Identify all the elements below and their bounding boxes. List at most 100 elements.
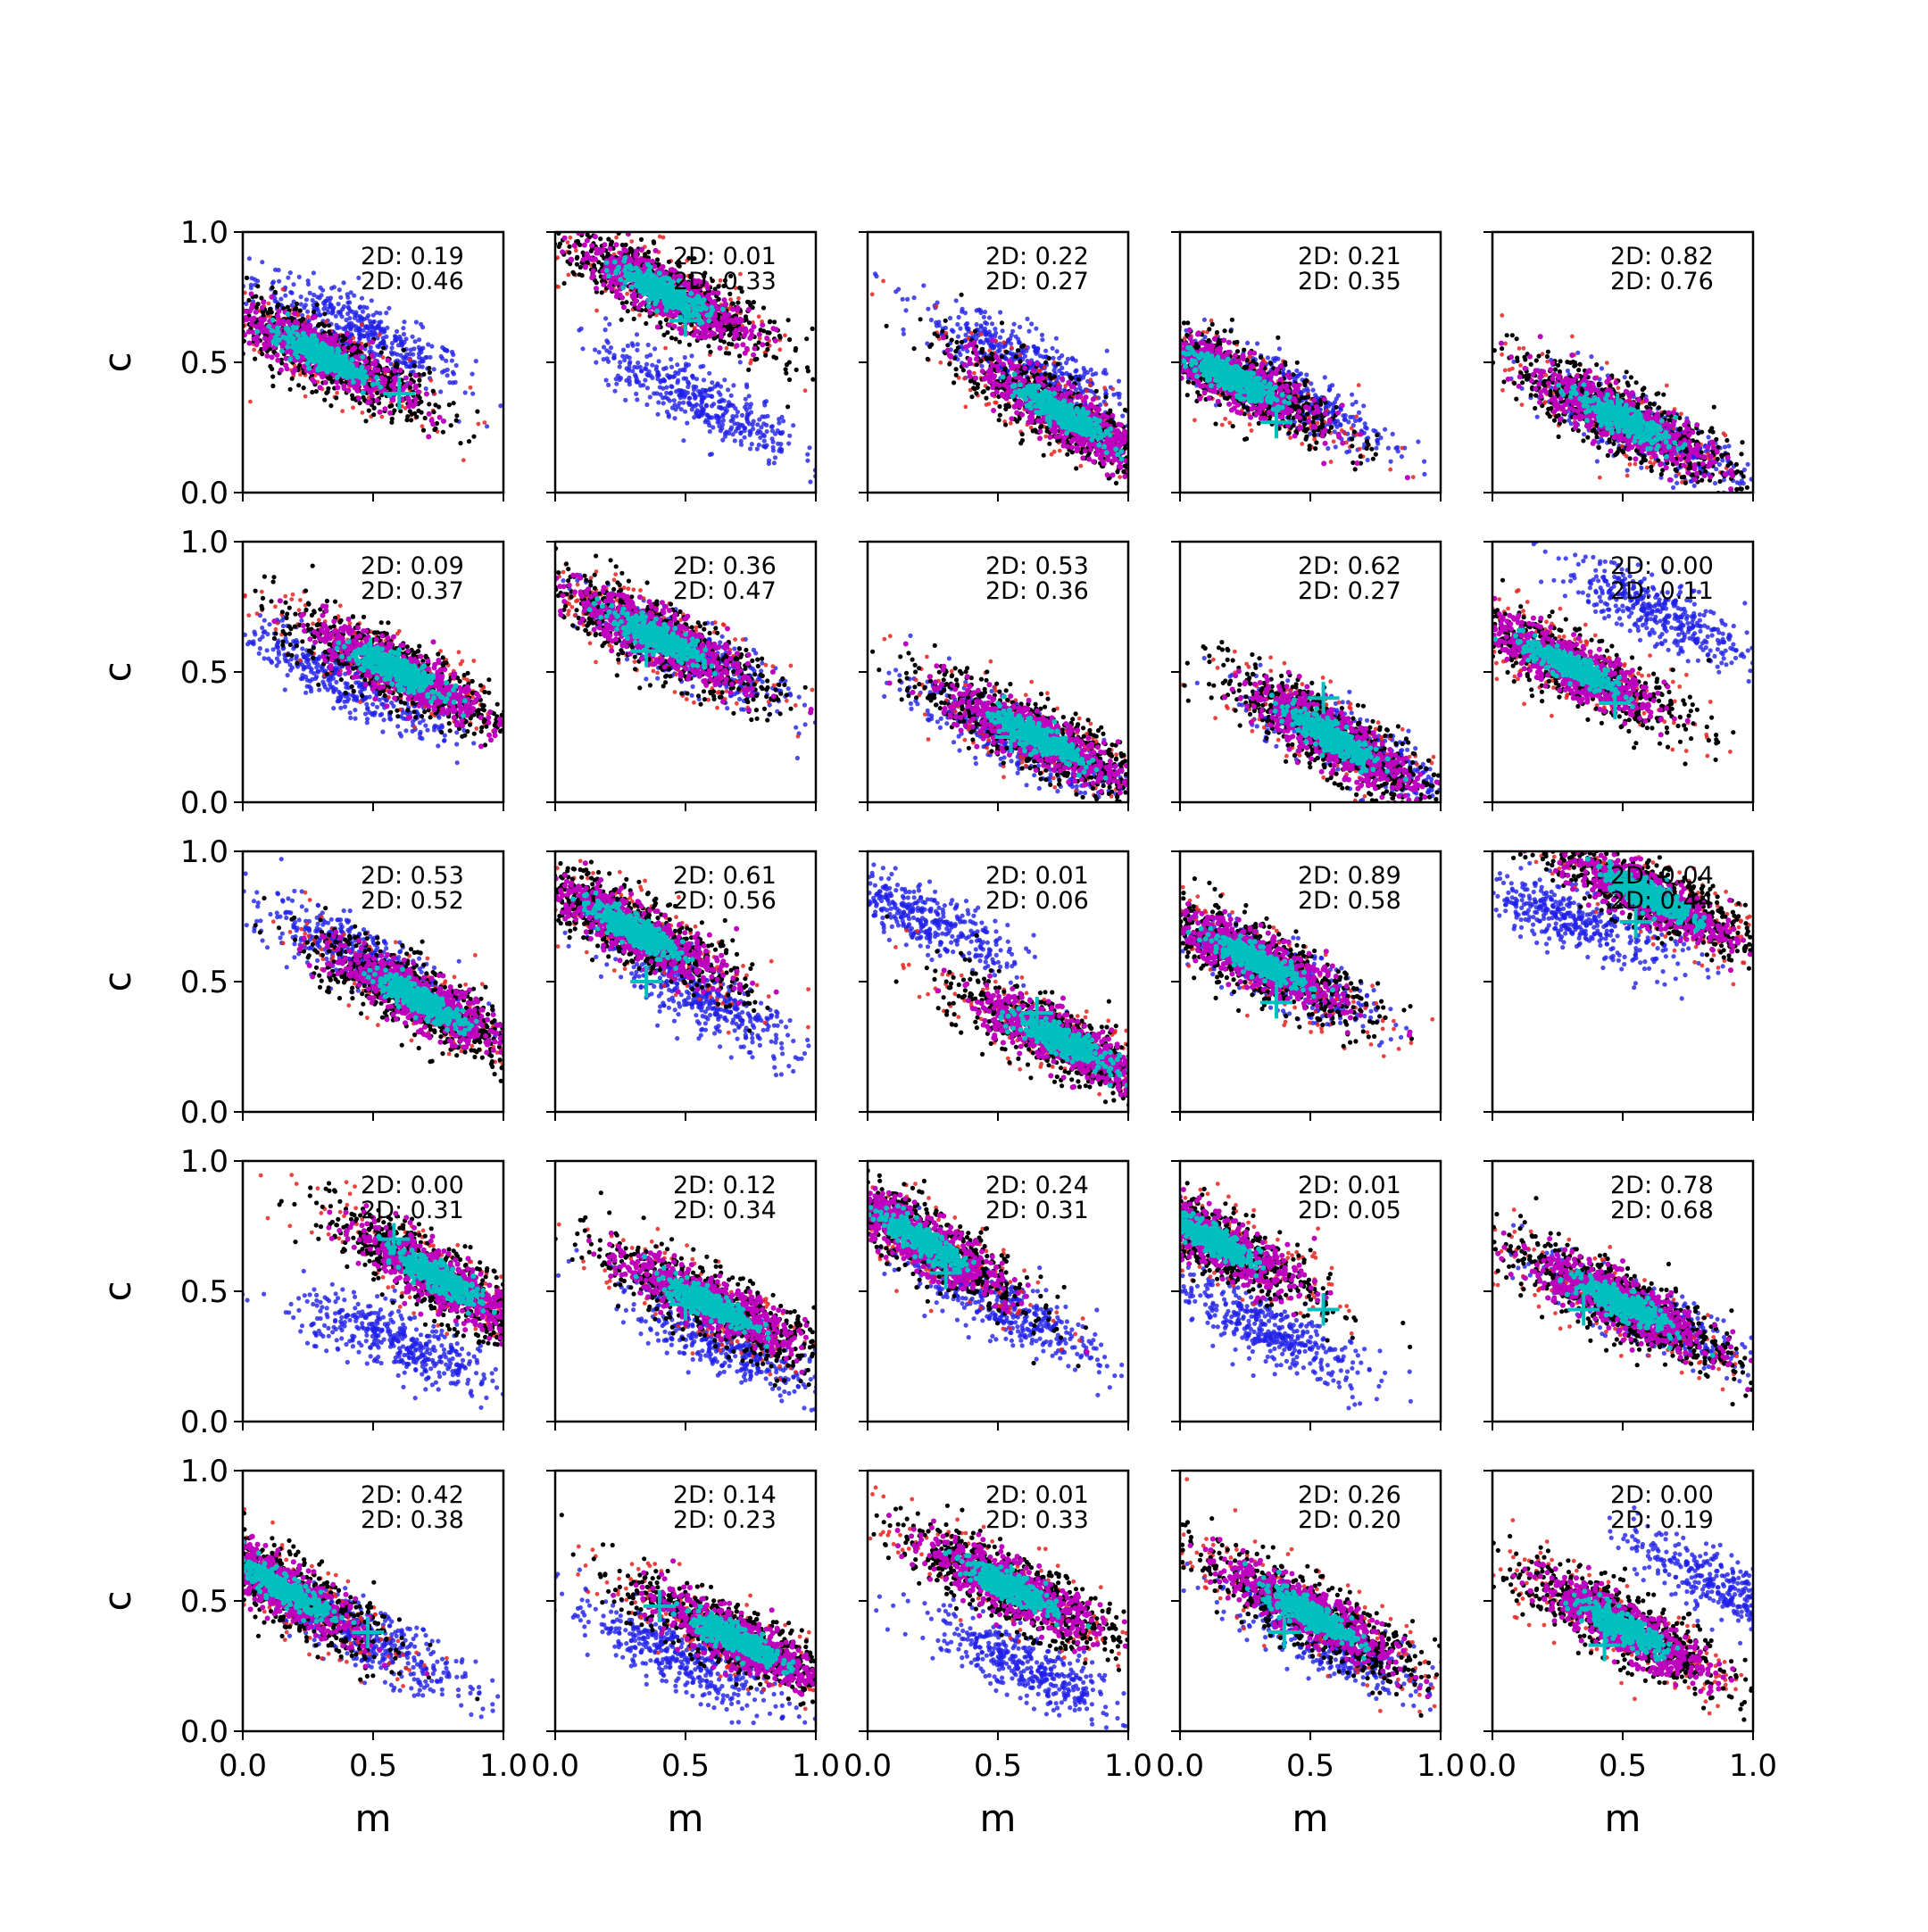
- x-tick-label: 0.5: [1286, 1748, 1334, 1784]
- panel-stat-label: 2D: 0.61: [673, 862, 777, 890]
- panel-1: 0.0 0.5 1.0 c 2D: 0.192D: 0.46: [96, 215, 536, 511]
- panel-stat-label: 2D: 0.00: [361, 1172, 464, 1199]
- panel-stat-label: 2D: 0.58: [1298, 887, 1401, 915]
- panel-stat-label: 2D: 0.46: [361, 268, 464, 295]
- panel-14: 2D: 0.892D: 0.58: [1093, 851, 1441, 1121]
- y-tick-label: 0.5: [180, 655, 229, 691]
- y-axis-title: c: [96, 661, 139, 682]
- panel-1-points: [108, 225, 537, 462]
- y-tick-label: 0.0: [180, 1405, 229, 1440]
- x-tick-label: 0.5: [1599, 1748, 1647, 1784]
- panel-16: 0.0 0.5 1.0 c 2D: 0.002D: 0.31: [96, 1144, 702, 1456]
- y-tick-label: 0.5: [180, 1274, 229, 1310]
- x-tick-label: 0.0: [844, 1748, 892, 1784]
- x-tick-label: 1.0: [479, 1748, 528, 1784]
- panel-stat-label: 2D: 0.82: [1610, 243, 1714, 270]
- panel-stat-label: 2D: 0.05: [1298, 1197, 1401, 1224]
- panel-13: 2D: 0.012D: 0.06: [768, 836, 1251, 1154]
- panel-20: 2D: 0.782D: 0.68: [1416, 1157, 1804, 1435]
- x-axis-title: m: [668, 1796, 704, 1840]
- panel-stat-label: 2D: 0.31: [361, 1197, 464, 1224]
- panel-stat-label: 2D: 0.52: [361, 887, 464, 915]
- y-axis-title: c: [96, 352, 139, 372]
- panel-stat-label: 2D: 0.36: [985, 577, 1089, 605]
- panel-stat-label: 2D: 0.09: [361, 552, 464, 580]
- x-tick-label: 0.5: [349, 1748, 397, 1784]
- panel-7: 2D: 0.362D: 0.47: [484, 542, 902, 811]
- panel-stat-label: 2D: 0.27: [1298, 577, 1401, 605]
- panel-stat-label: 2D: 0.68: [1610, 1197, 1714, 1224]
- y-tick-label: 1.0: [180, 1144, 229, 1180]
- x-axis-title: m: [980, 1796, 1017, 1840]
- panel-stat-label: 2D: 0.33: [985, 1506, 1089, 1534]
- panel-stat-label: 2D: 0.42: [361, 1481, 464, 1509]
- panel-stat-label: 2D: 0.00: [1610, 1481, 1714, 1509]
- panel-stat-label: 2D: 0.19: [361, 243, 464, 270]
- panel-19: 2D: 0.012D: 0.05: [1025, 1120, 1445, 1430]
- panel-18-points: [741, 1112, 1163, 1404]
- y-tick-label: 0.0: [180, 785, 229, 821]
- panel-stat-label: 2D: 0.01: [985, 862, 1089, 890]
- x-tick-label: 1.0: [1104, 1748, 1152, 1784]
- panel-19-points: [1025, 1120, 1445, 1411]
- panel-stat-label: 2D: 0.89: [1298, 862, 1401, 890]
- panel-22: 0.00.51.0m2D: 0.142D: 0.23: [518, 1471, 902, 1840]
- panel-stat-label: 2D: 0.53: [361, 862, 464, 890]
- panel-24: 0.00.51.0m2D: 0.262D: 0.20: [1143, 1471, 1502, 1840]
- y-tick-label: 0.0: [180, 1714, 229, 1750]
- panel-8: 2D: 0.532D: 0.36: [839, 542, 1221, 852]
- x-tick-label: 0.5: [661, 1748, 710, 1784]
- panel-23: 0.0 0.5 1.0 m 2D: 0.012D: 0.33: [819, 1471, 1287, 1840]
- panel-stat-label: 2D: 0.36: [673, 552, 777, 580]
- panel-stat-label: 2D: 0.62: [1298, 552, 1401, 580]
- panel-11: 0.00.51.0c2D: 0.532D: 0.52: [96, 834, 626, 1135]
- x-tick-label: 0.0: [1468, 1748, 1517, 1784]
- panel-stat-label: 2D: 0.22: [985, 243, 1089, 270]
- panel-stat-label: 2D: 0.31: [985, 1197, 1089, 1224]
- panel-stat-label: 2D: 0.44: [1610, 887, 1714, 915]
- panel-stat-label: 2D: 0.38: [361, 1506, 464, 1534]
- x-axis-title: m: [1605, 1796, 1641, 1840]
- y-tick-label: 0.5: [180, 1584, 229, 1620]
- y-tick-label: 0.0: [180, 476, 229, 511]
- panel-stat-label: 2D: 0.20: [1298, 1506, 1401, 1534]
- panel-21: 0.00.00.50.51.01.0cm2D: 0.422D: 0.38: [96, 1454, 528, 1840]
- y-tick-label: 0.5: [180, 345, 229, 381]
- panel-stat-label: 2D: 0.21: [1298, 243, 1401, 270]
- x-tick-label: 0.0: [219, 1748, 267, 1784]
- panel-stat-label: 2D: 0.11: [1610, 577, 1714, 605]
- panel-stat-label: 2D: 0.27: [985, 268, 1089, 295]
- panel-stat-label: 2D: 0.04: [1610, 862, 1714, 890]
- y-tick-label: 1.0: [180, 1454, 229, 1489]
- panel-stat-label: 2D: 0.01: [673, 243, 777, 270]
- panel-stat-label: 2D: 0.35: [1298, 268, 1401, 295]
- panel-stat-label: 2D: 0.78: [1610, 1172, 1714, 1199]
- y-axis-title: c: [96, 1281, 139, 1301]
- y-tick-label: 1.0: [180, 834, 229, 870]
- panel-10-points: [1356, 527, 1849, 767]
- panel-stat-label: 2D: 0.12: [673, 1172, 777, 1199]
- x-tick-label: 1.0: [1729, 1748, 1777, 1784]
- panel-stat-label: 2D: 0.56: [673, 887, 777, 915]
- x-axis-title: m: [355, 1796, 392, 1840]
- panel-6: 0.00.51.0c2D: 0.092D: 0.37: [96, 525, 589, 821]
- panel-stat-label: 2D: 0.53: [985, 552, 1089, 580]
- panel-stat-label: 2D: 0.33: [673, 268, 777, 295]
- x-tick-label: 1.0: [1417, 1748, 1465, 1784]
- panel-2: 2D: 0.012D: 0.33: [468, 187, 902, 502]
- y-tick-label: 0.5: [180, 965, 229, 1000]
- panel-stat-label: 2D: 0.19: [1610, 1506, 1714, 1534]
- y-tick-label: 1.0: [180, 215, 229, 251]
- panel-3-points: [870, 271, 1254, 520]
- panel-9: 2D: 0.622D: 0.27: [1146, 542, 1558, 891]
- panel-stat-label: 2D: 0.01: [985, 1481, 1089, 1509]
- x-tick-label: 1.0: [792, 1748, 840, 1784]
- panel-stat-label: 2D: 0.26: [1298, 1481, 1401, 1509]
- panel-stat-label: 2D: 0.24: [985, 1172, 1089, 1199]
- panel-stat-label: 2D: 0.06: [985, 887, 1089, 915]
- x-tick-label: 0.5: [974, 1748, 1022, 1784]
- panel-15: 2D: 0.042D: 0.44: [1409, 787, 1813, 1121]
- y-axis-title: c: [96, 971, 139, 991]
